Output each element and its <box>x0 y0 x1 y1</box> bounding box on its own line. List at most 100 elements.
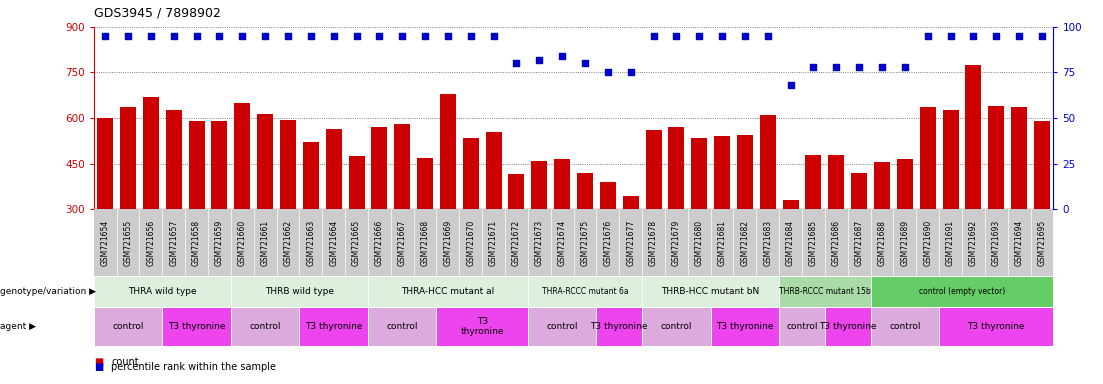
Text: control (empty vector): control (empty vector) <box>919 287 1005 296</box>
Text: GSM721692: GSM721692 <box>968 220 978 266</box>
Text: GSM721677: GSM721677 <box>627 220 635 266</box>
Text: GSM721665: GSM721665 <box>352 220 361 266</box>
Bar <box>714 136 730 209</box>
Bar <box>554 159 570 209</box>
Point <box>667 33 685 39</box>
Bar <box>303 142 319 209</box>
Point <box>256 33 274 39</box>
Bar <box>143 97 159 209</box>
Point <box>964 33 982 39</box>
Bar <box>120 108 136 209</box>
Text: GSM721659: GSM721659 <box>215 220 224 266</box>
Bar <box>828 155 844 209</box>
Point <box>371 33 388 39</box>
Text: GSM721683: GSM721683 <box>763 220 772 266</box>
Bar <box>965 65 982 209</box>
Point <box>896 64 913 70</box>
Point <box>462 33 480 39</box>
Text: THRA wild type: THRA wild type <box>128 287 196 296</box>
Text: T3 thyronine: T3 thyronine <box>820 322 877 331</box>
Bar <box>189 121 204 209</box>
Bar <box>874 162 890 209</box>
Point <box>165 33 183 39</box>
Text: control: control <box>113 322 143 331</box>
Text: GSM721676: GSM721676 <box>603 220 612 266</box>
Text: THRB wild type: THRB wild type <box>265 287 334 296</box>
Bar <box>532 161 547 209</box>
Point <box>394 33 411 39</box>
Text: GSM721661: GSM721661 <box>260 220 269 266</box>
Point <box>416 33 433 39</box>
Text: GSM721695: GSM721695 <box>1038 220 1047 266</box>
Point <box>347 33 365 39</box>
Point <box>782 82 800 88</box>
Text: GSM721654: GSM721654 <box>100 220 109 266</box>
Text: GSM721689: GSM721689 <box>900 220 909 266</box>
Bar <box>1034 121 1050 209</box>
Bar <box>212 121 227 209</box>
Text: T3 thyronine: T3 thyronine <box>168 322 225 331</box>
Bar <box>234 103 250 209</box>
Text: T3 thyronine: T3 thyronine <box>590 322 647 331</box>
Point <box>142 33 160 39</box>
Text: GSM721682: GSM721682 <box>740 220 749 266</box>
Text: GSM721669: GSM721669 <box>443 220 452 266</box>
Text: GSM721655: GSM721655 <box>124 220 132 266</box>
Bar <box>417 157 433 209</box>
Point <box>987 33 1005 39</box>
Text: GDS3945 / 7898902: GDS3945 / 7898902 <box>94 6 221 19</box>
Text: GSM721694: GSM721694 <box>1015 220 1024 266</box>
Text: agent ▶: agent ▶ <box>0 322 36 331</box>
Text: GSM721679: GSM721679 <box>672 220 681 266</box>
Text: genotype/variation ▶: genotype/variation ▶ <box>0 287 96 296</box>
Text: GSM721688: GSM721688 <box>878 220 887 266</box>
Point <box>484 33 502 39</box>
Bar <box>508 174 524 209</box>
Bar <box>920 108 935 209</box>
Text: GSM721671: GSM721671 <box>489 220 499 266</box>
Point <box>599 70 617 76</box>
Bar <box>349 156 364 209</box>
Point <box>1010 33 1028 39</box>
Text: GSM721672: GSM721672 <box>512 220 521 266</box>
Point <box>804 64 822 70</box>
Bar <box>463 138 479 209</box>
Bar <box>325 129 342 209</box>
Text: GSM721684: GSM721684 <box>786 220 795 266</box>
Text: ■: ■ <box>94 357 103 367</box>
Point <box>874 64 891 70</box>
Bar <box>97 118 114 209</box>
Point <box>759 33 777 39</box>
Text: GSM721675: GSM721675 <box>580 220 589 266</box>
Text: GSM721663: GSM721663 <box>307 220 315 266</box>
Point <box>324 33 342 39</box>
Point <box>714 33 731 39</box>
Text: GSM721656: GSM721656 <box>147 220 156 266</box>
Text: control: control <box>386 322 418 331</box>
Point <box>554 53 571 59</box>
Bar <box>257 114 274 209</box>
Bar <box>280 119 296 209</box>
Text: THRA-HCC mutant al: THRA-HCC mutant al <box>401 287 494 296</box>
Bar <box>600 182 615 209</box>
Bar <box>943 111 959 209</box>
Text: THRB-RCCC mutant 15b: THRB-RCCC mutant 15b <box>779 287 870 296</box>
Bar <box>623 195 639 209</box>
Text: ■: ■ <box>94 362 103 372</box>
Text: GSM721678: GSM721678 <box>649 220 658 266</box>
Text: GSM721693: GSM721693 <box>992 220 1000 266</box>
Text: GSM721674: GSM721674 <box>558 220 567 266</box>
Point <box>279 33 297 39</box>
Bar <box>1011 108 1027 209</box>
Point <box>576 60 593 66</box>
Bar <box>760 115 775 209</box>
Text: GSM721681: GSM721681 <box>718 220 727 266</box>
Bar <box>440 94 456 209</box>
Text: GSM721685: GSM721685 <box>808 220 818 266</box>
Text: GSM721686: GSM721686 <box>832 220 840 266</box>
Bar <box>668 127 684 209</box>
Bar <box>805 155 822 209</box>
Text: control: control <box>661 322 692 331</box>
Bar <box>577 173 593 209</box>
Bar <box>645 130 662 209</box>
